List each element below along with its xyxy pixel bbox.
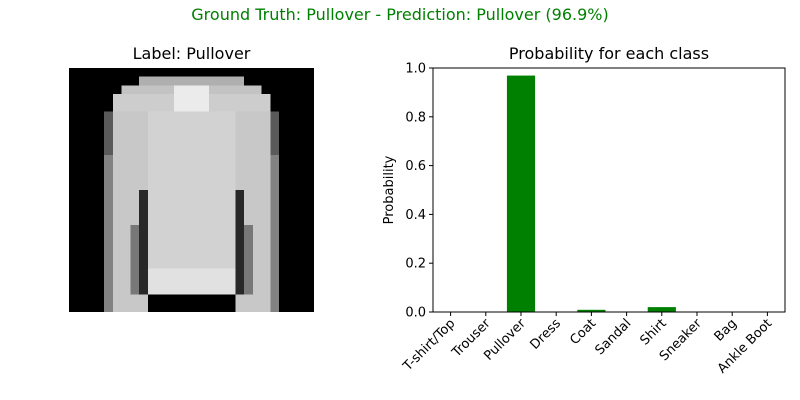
axes-frame [432,67,786,313]
chart-title: Probability for each class [508,44,710,63]
x-tick-label: Shirt [637,316,669,348]
bars-layer [436,75,782,313]
y-tick-label: 0.2 [405,257,426,272]
y-tick-label: 0.8 [405,110,426,125]
y-ticks: 0.0 0.2 0.4 0.6 0.8 1.0 [405,62,433,321]
y-tick-label: 0.4 [405,208,426,223]
pullover-image [69,68,314,312]
x-tick-label: T-shirt/Top [400,316,459,375]
x-tick-label: Sandal [592,316,634,358]
x-tick-label: Dress [528,316,565,353]
figure-suptitle: Ground Truth: Pullover - Prediction: Pul… [191,5,609,24]
y-tick-label: 1.0 [405,62,426,77]
y-tick-label: 0.6 [405,159,426,174]
image-title: Label: Pullover [132,44,251,63]
x-tick-label: Bag [712,316,740,344]
y-tick-label: 0.0 [405,306,426,321]
bar-pullover [506,75,536,313]
bar-shirt [647,307,676,312]
bar-coat [577,309,606,312]
y-axis-label: Probability [382,155,397,224]
x-tick-label: Coat [567,316,599,348]
